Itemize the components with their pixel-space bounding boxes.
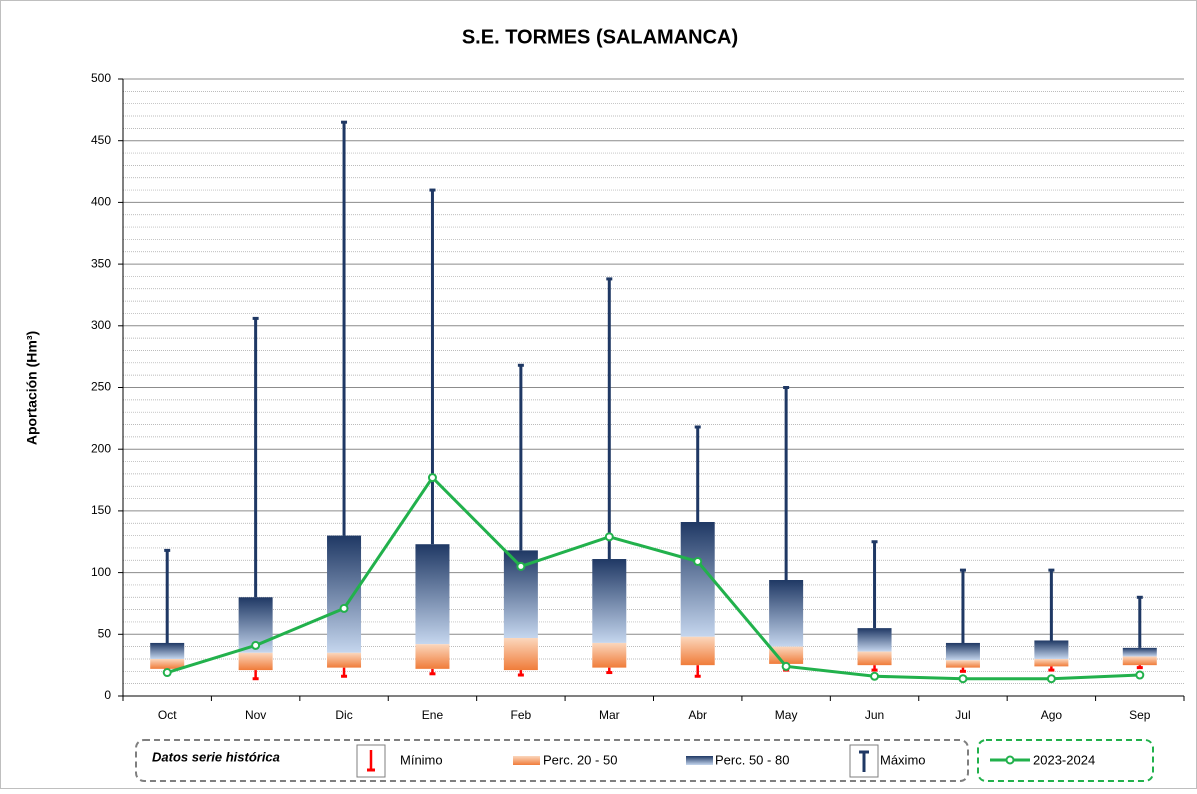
box-p50-80: [1034, 640, 1069, 659]
box-p20-50: [1122, 656, 1157, 666]
y-tick-label: 150: [91, 503, 111, 517]
legend-label: 2023-2024: [1033, 752, 1095, 767]
x-tick-label: Mar: [599, 708, 620, 722]
line-point: [427, 473, 437, 483]
box-p50-80: [769, 580, 804, 647]
y-tick-label: 450: [91, 133, 111, 147]
box-p50-80: [415, 544, 450, 645]
box-p50-80: [327, 535, 362, 653]
x-tick-label: Nov: [245, 708, 266, 722]
line-point: [162, 668, 172, 678]
legend-swatch: [513, 756, 540, 765]
x-tick-label: Jun: [865, 708, 884, 722]
legend-swatch: [686, 756, 713, 765]
y-axis-label: Aportación (Hm³): [24, 331, 40, 445]
y-tick-label: 400: [91, 195, 111, 209]
box-p20-50: [945, 660, 980, 668]
x-tick-label: Dic: [335, 708, 352, 722]
y-tick-label: 500: [91, 71, 111, 85]
x-tick-label: Abr: [688, 708, 707, 722]
line-point: [693, 556, 703, 566]
line-point: [870, 671, 880, 681]
y-tick-label: 0: [104, 688, 111, 702]
x-tick-label: Feb: [511, 708, 532, 722]
legend-marker: [1005, 755, 1015, 765]
x-tick-label: Oct: [158, 708, 177, 722]
box-p50-80: [857, 628, 892, 652]
box-p20-50: [238, 652, 273, 671]
box-p50-80: [150, 642, 185, 659]
y-tick-label: 200: [91, 441, 111, 455]
line-point: [339, 603, 349, 613]
legend-box: [135, 739, 969, 782]
legend-label: Máximo: [880, 752, 926, 767]
y-tick-label: 350: [91, 256, 111, 270]
line-point: [251, 640, 261, 650]
line-point: [604, 532, 614, 542]
y-tick-label: 100: [91, 565, 111, 579]
legend-label: Mínimo: [400, 752, 443, 767]
line-point: [1046, 674, 1056, 684]
box-p50-80: [1122, 647, 1157, 657]
box-p50-80: [592, 559, 627, 643]
box-p20-50: [769, 646, 804, 664]
x-tick-label: Ene: [422, 708, 444, 722]
box-p50-80: [945, 642, 980, 661]
line-series: [166, 475, 1140, 681]
legend-label: Perc. 50 - 80: [715, 752, 789, 767]
x-tick-label: Ago: [1041, 708, 1063, 722]
line-point: [958, 674, 968, 684]
line-point: [516, 561, 526, 571]
box-p20-50: [415, 644, 450, 669]
line-point: [1135, 670, 1145, 680]
y-tick-label: 250: [91, 380, 111, 394]
box-p20-50: [503, 638, 538, 671]
legend-title: Datos serie histórica: [152, 749, 280, 764]
x-tick-label: May: [775, 708, 798, 722]
y-tick-label: 300: [91, 318, 111, 332]
legend-box: [977, 739, 1154, 782]
box-p20-50: [857, 651, 892, 666]
chart-title: S.E. TORMES (SALAMANCA): [462, 26, 738, 48]
box-p20-50: [327, 652, 362, 668]
line-point: [781, 661, 791, 671]
box-p20-50: [150, 658, 185, 669]
x-tick-label: Jul: [955, 708, 970, 722]
box-p50-80: [680, 522, 715, 637]
box-p20-50: [592, 642, 627, 668]
x-tick-label: Sep: [1129, 708, 1151, 722]
box-p20-50: [1034, 658, 1069, 667]
box-p20-50: [680, 636, 715, 666]
legend-label: Perc. 20 - 50: [543, 752, 617, 767]
y-tick-label: 50: [98, 626, 112, 640]
